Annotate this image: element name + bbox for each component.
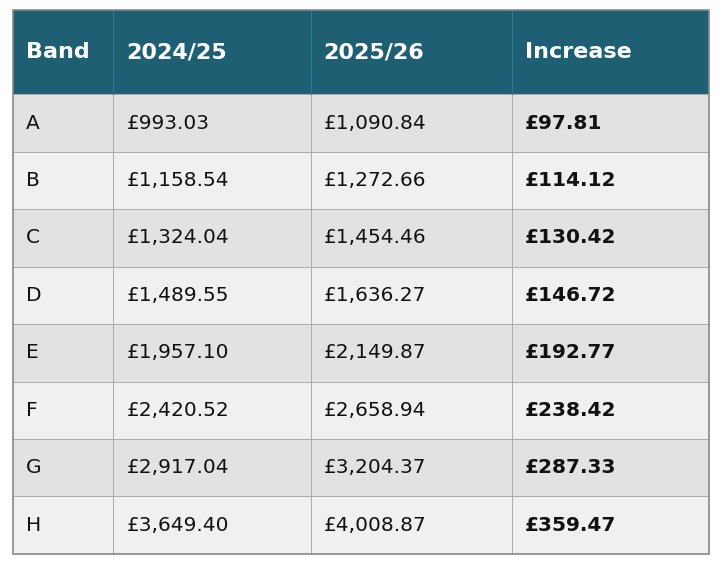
Bar (13, 382, 709, 439)
Text: D: D (26, 286, 42, 305)
Text: £238.42: £238.42 (525, 401, 617, 420)
Text: H: H (26, 515, 41, 535)
Text: A: A (26, 113, 40, 133)
Text: £1,957.10: £1,957.10 (126, 343, 229, 362)
Text: £3,204.37: £3,204.37 (323, 458, 426, 477)
Text: £1,324.04: £1,324.04 (126, 228, 230, 248)
Text: £287.33: £287.33 (525, 458, 617, 477)
Text: £1,489.55: £1,489.55 (126, 286, 229, 305)
Text: £192.77: £192.77 (525, 343, 616, 362)
Bar (13, 324, 709, 382)
Text: Increase: Increase (525, 42, 632, 62)
Text: C: C (26, 228, 40, 248)
Bar (13, 267, 709, 324)
Bar (13, 209, 709, 267)
Text: £2,420.52: £2,420.52 (126, 401, 230, 420)
Bar (13, 152, 709, 209)
Text: £97.81: £97.81 (525, 113, 602, 133)
Text: £3,649.40: £3,649.40 (126, 515, 229, 535)
Text: £359.47: £359.47 (525, 515, 616, 535)
Bar (13, 94, 709, 152)
Text: £130.42: £130.42 (525, 228, 617, 248)
Text: £993.03: £993.03 (126, 113, 209, 133)
Text: G: G (26, 458, 41, 477)
Text: £2,149.87: £2,149.87 (323, 343, 427, 362)
Text: 2025/26: 2025/26 (323, 42, 425, 62)
Text: £146.72: £146.72 (525, 286, 617, 305)
Text: £4,008.87: £4,008.87 (323, 515, 427, 535)
Text: £1,272.66: £1,272.66 (323, 171, 426, 190)
Text: £1,454.46: £1,454.46 (323, 228, 427, 248)
Text: £2,917.04: £2,917.04 (126, 458, 229, 477)
Bar (13, 496, 709, 554)
Text: F: F (26, 401, 38, 420)
Text: £114.12: £114.12 (525, 171, 617, 190)
Bar (13, 10, 709, 94)
Text: E: E (26, 343, 39, 362)
Text: Band: Band (26, 42, 90, 62)
Text: £1,636.27: £1,636.27 (323, 286, 426, 305)
Text: £2,658.94: £2,658.94 (323, 401, 426, 420)
Text: 2024/25: 2024/25 (126, 42, 227, 62)
Text: £1,090.84: £1,090.84 (323, 113, 427, 133)
Text: B: B (26, 171, 40, 190)
Bar (13, 439, 709, 496)
Text: £1,158.54: £1,158.54 (126, 171, 229, 190)
